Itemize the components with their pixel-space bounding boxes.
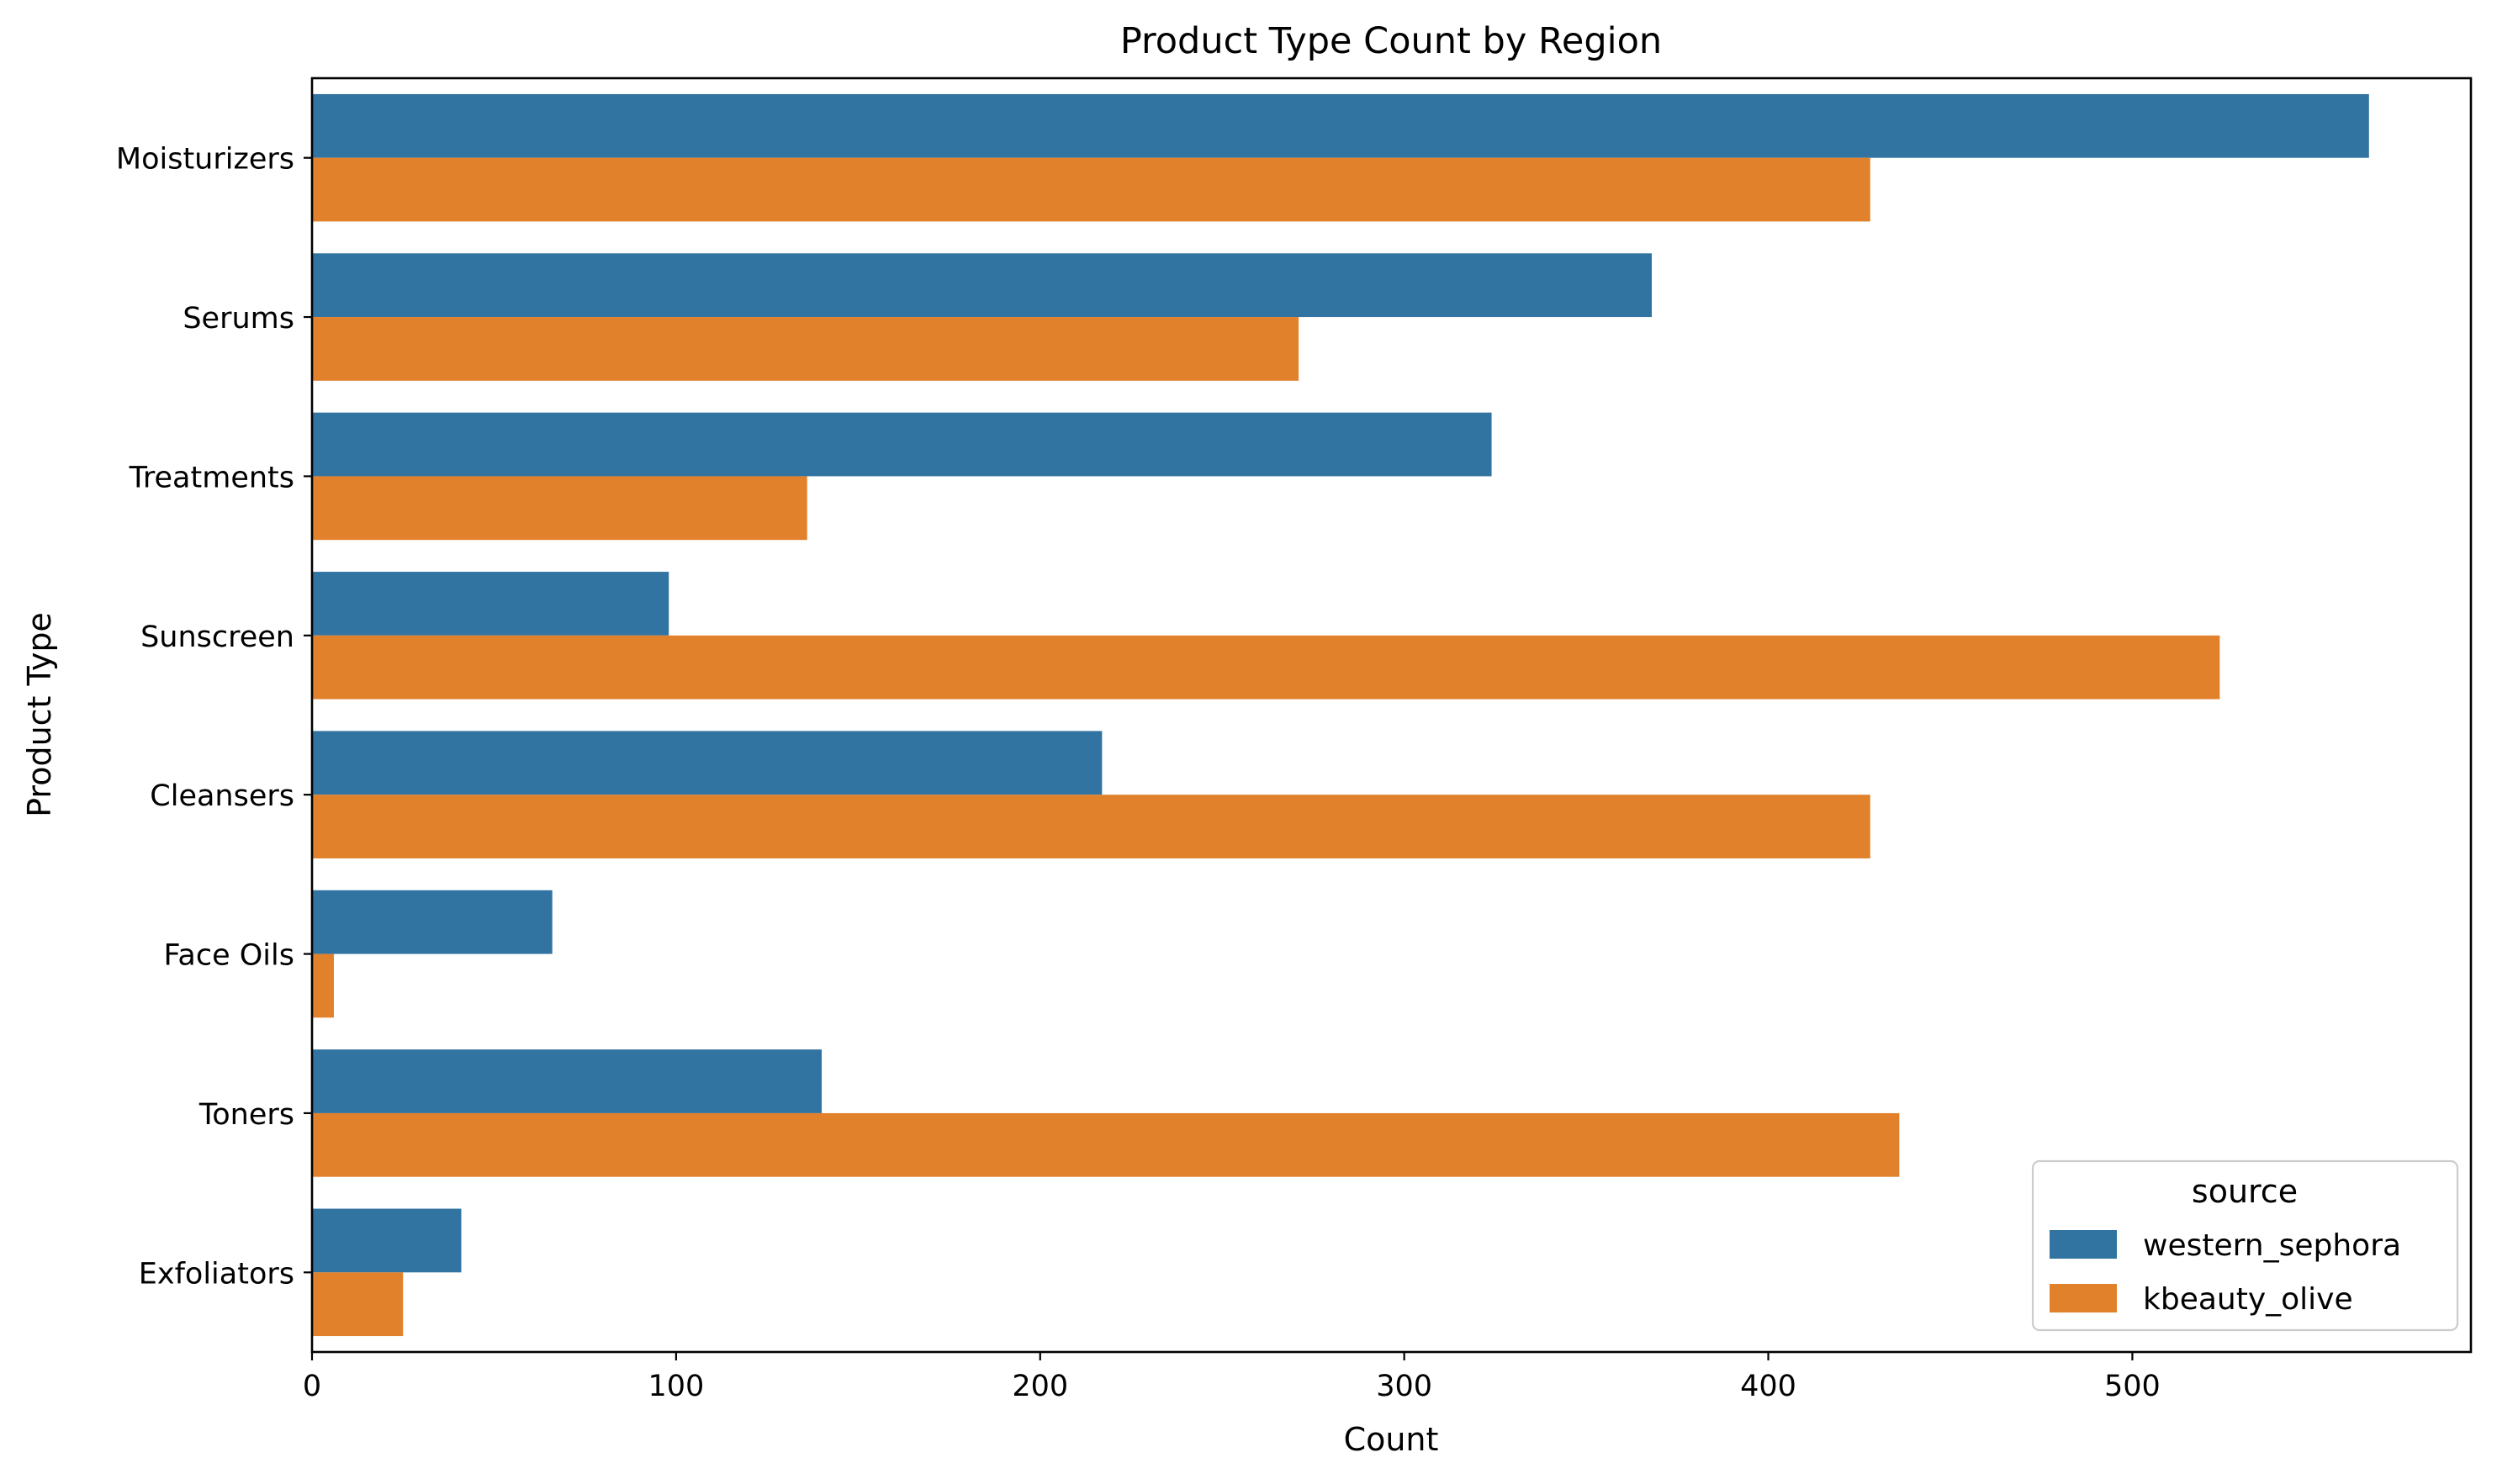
- y-tick-label: Face Oils: [163, 939, 294, 973]
- legend-box: [2031, 1159, 2459, 1332]
- plot-frame: [310, 77, 2473, 1354]
- y-axis: Moisturizers Serums Treatments Sunscreen Cle…: [116, 143, 312, 1291]
- y-tick-label: Toners: [198, 1098, 294, 1132]
- x-tick-label: 300: [1376, 1370, 1432, 1403]
- bar-western-sephora-moisturizers: [312, 93, 2369, 158]
- chart-title: Product Type Count by Region: [1120, 20, 1662, 62]
- bars-group: [312, 93, 2369, 1337]
- y-tick-label: Sunscreen: [140, 621, 294, 654]
- bar-western-sephora-exfoliators: [312, 1208, 462, 1273]
- bar-kbeauty-olive-treatments: [312, 476, 807, 541]
- bar-western-sephora-face-oils: [312, 890, 553, 954]
- legend-label-kbeauty-olive: kbeauty_olive: [2143, 1282, 2353, 1317]
- bar-western-sephora-toners: [312, 1049, 823, 1113]
- y-tick-label: Treatments: [129, 461, 294, 494]
- x-axis-label: Count: [1344, 1421, 1439, 1458]
- legend-swatch-kbeauty-olive: [2050, 1284, 2117, 1312]
- y-tick-label: Exfoliators: [139, 1257, 294, 1291]
- legend: source western_sephora kbeauty_olive: [2031, 1159, 2459, 1332]
- bar-kbeauty-olive-cleansers: [312, 795, 1870, 858]
- y-tick-label: Cleansers: [150, 779, 294, 813]
- legend-swatch-western-sephora: [2050, 1230, 2117, 1259]
- bar-western-sephora-serums: [312, 253, 1653, 318]
- bar-kbeauty-olive-moisturizers: [312, 157, 1870, 222]
- y-tick-label: Moisturizers: [116, 143, 294, 177]
- legend-label-western-sephora: western_sephora: [2143, 1228, 2401, 1263]
- x-tick-label: 400: [1740, 1370, 1796, 1403]
- bar-western-sephora-treatments: [312, 412, 1492, 477]
- x-tick-label: 0: [303, 1370, 321, 1403]
- bar-kbeauty-olive-face-oils: [312, 953, 334, 1018]
- x-tick-label: 100: [648, 1370, 704, 1403]
- bar-kbeauty-olive-serums: [312, 317, 1299, 381]
- bar-western-sephora-cleansers: [312, 731, 1103, 795]
- x-axis: 0 100 200 300 400 500: [303, 1352, 2161, 1403]
- bar-western-sephora-sunscreen: [312, 572, 669, 636]
- y-axis-label: Product Type: [21, 612, 58, 817]
- x-tick-label: 500: [2104, 1370, 2161, 1403]
- bar-kbeauty-olive-toners: [312, 1112, 1900, 1177]
- bar-kbeauty-olive-sunscreen: [312, 635, 2220, 700]
- legend-title: source: [2192, 1173, 2298, 1210]
- bar-kbeauty-olive-exfoliators: [312, 1272, 404, 1337]
- x-tick-label: 200: [1012, 1370, 1068, 1403]
- y-tick-label: Serums: [183, 302, 294, 335]
